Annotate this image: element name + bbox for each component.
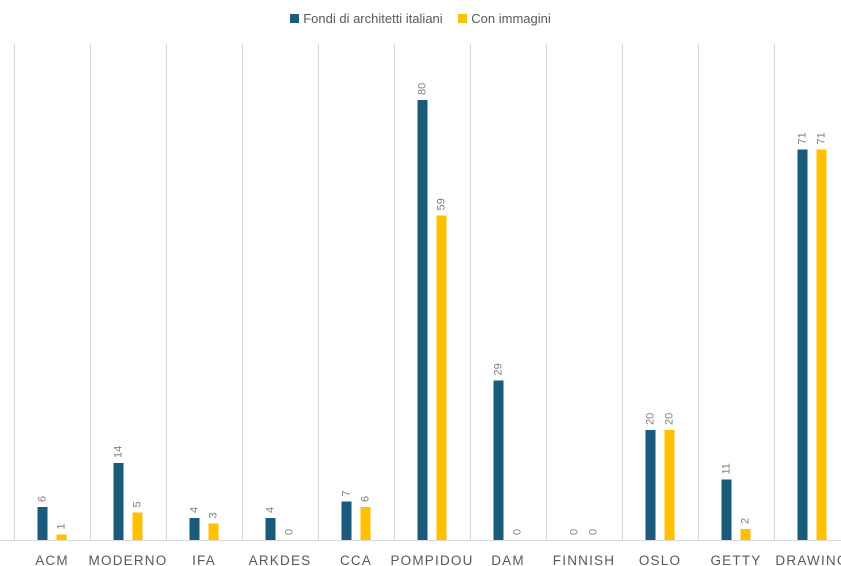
bar-fondi	[37, 507, 48, 540]
data-label: 0	[284, 529, 296, 535]
bar-immagini	[56, 534, 67, 540]
data-label: 4	[265, 507, 277, 513]
category-label: DAM	[491, 553, 525, 566]
category-label: MODERNO	[89, 553, 168, 566]
bar-fondi	[645, 430, 656, 540]
data-label: 6	[37, 496, 49, 502]
chart-legend: Fondi di architetti italiani Con immagin…	[0, 11, 841, 26]
legend-label-series-1: Fondi di architetti italiani	[303, 11, 443, 26]
data-label: 71	[816, 132, 828, 144]
bar-fondi	[721, 479, 732, 540]
bar-fondi	[797, 149, 808, 540]
data-label: 3	[208, 512, 220, 518]
bar-immagini	[816, 149, 827, 540]
bar-fondi	[493, 380, 504, 540]
data-label: 5	[132, 501, 144, 507]
bar-immagini	[208, 523, 219, 540]
legend-swatch-series-1	[290, 14, 300, 23]
legend-item-series-1: Fondi di architetti italiani	[290, 11, 443, 26]
legend-label-series-2: Con immagini	[471, 11, 551, 26]
bar-immagini	[436, 215, 447, 540]
data-label: 0	[512, 529, 524, 535]
legend-item-series-2: Con immagini	[458, 11, 551, 26]
bar-immagini	[740, 529, 751, 540]
data-label: 14	[113, 446, 125, 458]
category-label: POMPIDOU	[390, 553, 473, 566]
data-label: 20	[664, 413, 676, 425]
data-label: 20	[645, 413, 657, 425]
data-label: 6	[360, 496, 372, 502]
category-label: GETTY	[710, 553, 761, 566]
category-label: DRAWING	[775, 553, 841, 566]
category-label: ARKDES	[249, 553, 312, 566]
bar-fondi	[341, 501, 352, 540]
data-label: 0	[588, 529, 600, 535]
legend-swatch-series-2	[458, 14, 468, 23]
category-label: FINNISH	[553, 553, 615, 566]
data-label: 2	[740, 518, 752, 524]
bar-fondi	[417, 100, 428, 540]
category-label: OSLO	[639, 553, 681, 566]
category-label: CCA	[340, 553, 372, 566]
data-label: 71	[797, 132, 809, 144]
data-label: 0	[569, 529, 581, 535]
bar-immagini	[360, 507, 371, 540]
data-label: 4	[189, 507, 201, 513]
data-label: 7	[341, 490, 353, 496]
bar-fondi	[113, 463, 124, 540]
category-label: IFA	[192, 553, 216, 566]
bar-fondi	[265, 518, 276, 540]
data-label: 59	[436, 198, 448, 210]
bar-immagini	[132, 512, 143, 540]
data-label: 29	[493, 363, 505, 375]
data-label: 80	[417, 83, 429, 95]
bar-immagini	[664, 430, 675, 540]
data-label: 1	[56, 523, 68, 529]
bar-fondi	[189, 518, 200, 540]
category-label: ACM	[35, 553, 69, 566]
data-label: 11	[721, 463, 733, 474]
